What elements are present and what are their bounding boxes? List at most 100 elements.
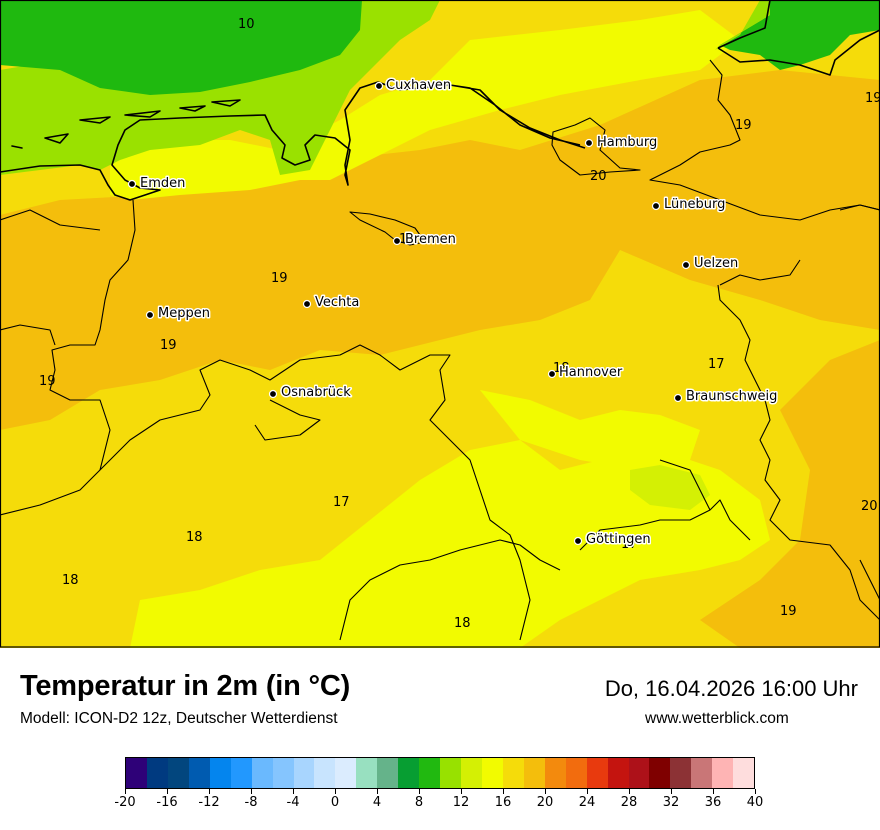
city-label: Uelzen bbox=[694, 256, 738, 271]
city-dot-icon bbox=[374, 81, 384, 91]
border-hessen bbox=[339, 499, 751, 641]
border-nrw bbox=[99, 344, 531, 641]
city-dot-icon bbox=[127, 179, 137, 189]
colorbar-segment bbox=[649, 758, 671, 788]
city-cuxhaven: Cuxhaven bbox=[374, 77, 453, 95]
colorbar-tick bbox=[670, 789, 672, 794]
value-label: 19 bbox=[735, 118, 752, 133]
colorbar-segment bbox=[126, 758, 147, 788]
city-dot-icon bbox=[584, 138, 594, 148]
border-state-west bbox=[0, 209, 101, 346]
city-label: Bremen bbox=[405, 232, 456, 247]
colorbar-tick-label: 28 bbox=[620, 795, 638, 810]
border-bremen bbox=[349, 211, 426, 246]
value-label: 10 bbox=[238, 17, 255, 32]
border-netherlands bbox=[0, 199, 136, 516]
value-label: 19 bbox=[160, 338, 177, 353]
temperature-zone-19-20 bbox=[0, 70, 880, 430]
coastline-elbe-estuary bbox=[377, 81, 586, 149]
temperature-zone-19-20-southeast bbox=[700, 340, 880, 648]
city-dot-icon bbox=[547, 369, 557, 379]
colorbar-tick-label: 32 bbox=[662, 795, 680, 810]
value-label: 19 bbox=[399, 232, 416, 247]
city-bremen: Bremen bbox=[392, 231, 457, 249]
city-label: Meppen bbox=[158, 306, 210, 321]
colorbar-tick-label: -20 bbox=[114, 795, 136, 810]
city-braunschweig: Braunschweig bbox=[673, 388, 779, 406]
value-label: 18 bbox=[186, 530, 203, 545]
colorbar-tick bbox=[166, 789, 168, 794]
colorbar-segment bbox=[146, 758, 168, 788]
colorbar-segment bbox=[272, 758, 294, 788]
colorbar-tick-label: 36 bbox=[704, 795, 722, 810]
colorbar-tick bbox=[208, 789, 210, 794]
colorbar-segment bbox=[398, 758, 420, 788]
island-1 bbox=[79, 116, 111, 124]
value-label: 19 bbox=[271, 271, 288, 286]
colorbar-tick-label: 24 bbox=[578, 795, 596, 810]
colorbar-tick-label: 4 bbox=[372, 795, 382, 810]
colorbar-segment bbox=[461, 758, 482, 788]
border-mecklenburg bbox=[649, 59, 880, 221]
city-lueneburg: Lüneburg bbox=[651, 196, 727, 214]
city-label: Hannover bbox=[559, 365, 623, 380]
city-label: Cuxhaven bbox=[386, 78, 451, 93]
colorbar-segment bbox=[502, 758, 524, 788]
value-label: 19 bbox=[780, 604, 797, 619]
city-dot-icon bbox=[392, 236, 402, 246]
border-sachsen-anhalt bbox=[717, 259, 880, 621]
city-osnabrueck: Osnabrück bbox=[268, 384, 353, 402]
island-3 bbox=[179, 105, 206, 112]
temperature-zone-16-17-north bbox=[280, 10, 740, 180]
temperature-zone-16-17-south bbox=[130, 440, 770, 648]
colorbar-tick bbox=[712, 789, 714, 794]
forecast-datetime: Do, 16.04.2026 16:00 Uhr bbox=[604, 676, 858, 701]
value-label: 17 bbox=[333, 495, 350, 510]
colorbar-tick bbox=[250, 789, 252, 794]
coastline-baltic bbox=[717, 0, 880, 76]
city-dot-icon bbox=[681, 260, 691, 270]
colorbar-tick bbox=[502, 789, 504, 794]
colorbar-tick-label: 40 bbox=[746, 795, 764, 810]
colorbar-tick bbox=[628, 789, 630, 794]
colorbar-tick bbox=[124, 789, 126, 794]
colorbar-tick bbox=[334, 789, 336, 794]
city-dot-icon bbox=[302, 299, 312, 309]
city-label: Hamburg bbox=[597, 135, 657, 150]
temperature-map: 10 19 19 20 19 19 19 19 18 17 17 18 17 2… bbox=[0, 0, 880, 648]
coastline-ostfriesland bbox=[0, 81, 379, 201]
value-labels: 10 19 19 20 19 19 19 19 18 17 17 18 17 2… bbox=[39, 17, 880, 631]
city-label: Vechta bbox=[315, 295, 359, 310]
city-label: Osnabrück bbox=[281, 385, 351, 400]
colorbar-tick-label: -8 bbox=[244, 795, 258, 810]
colorbar-tick bbox=[544, 789, 546, 794]
colorbar-segment bbox=[733, 758, 755, 788]
value-label: 19 bbox=[39, 374, 56, 389]
colorbar-segment bbox=[251, 758, 273, 788]
value-label: 18 bbox=[454, 616, 471, 631]
value-label: 19 bbox=[865, 91, 880, 106]
colorbar-segment bbox=[293, 758, 315, 788]
colorbar-segment bbox=[167, 758, 189, 788]
website-link[interactable]: www.wetterblick.com bbox=[645, 710, 789, 727]
island-5 bbox=[44, 133, 69, 144]
border-thuringia bbox=[659, 459, 711, 511]
city-label: Göttingen bbox=[586, 532, 651, 547]
colorbar-segment bbox=[586, 758, 608, 788]
island-2 bbox=[124, 110, 161, 118]
temperature-zone-14-15-harz bbox=[630, 465, 710, 510]
colorbar-segment bbox=[209, 758, 231, 788]
city-dot-icon bbox=[673, 393, 683, 403]
colorbar-tick bbox=[586, 789, 588, 794]
value-label: 17 bbox=[621, 537, 638, 552]
colorbar-segment bbox=[230, 758, 252, 788]
colorbar-segment bbox=[565, 758, 587, 788]
colorbar-segment bbox=[691, 758, 713, 788]
city-hamburg: Hamburg bbox=[584, 134, 659, 152]
map-title: Temperatur in 2m (in °C) bbox=[20, 670, 351, 702]
city-emden: Emden bbox=[127, 175, 187, 193]
colorbar-tick-label: 16 bbox=[494, 795, 512, 810]
temperature-zone-16-17-central bbox=[480, 390, 700, 470]
city-hannover: Hannover bbox=[547, 364, 624, 382]
colorbar-tick-label: 20 bbox=[536, 795, 554, 810]
